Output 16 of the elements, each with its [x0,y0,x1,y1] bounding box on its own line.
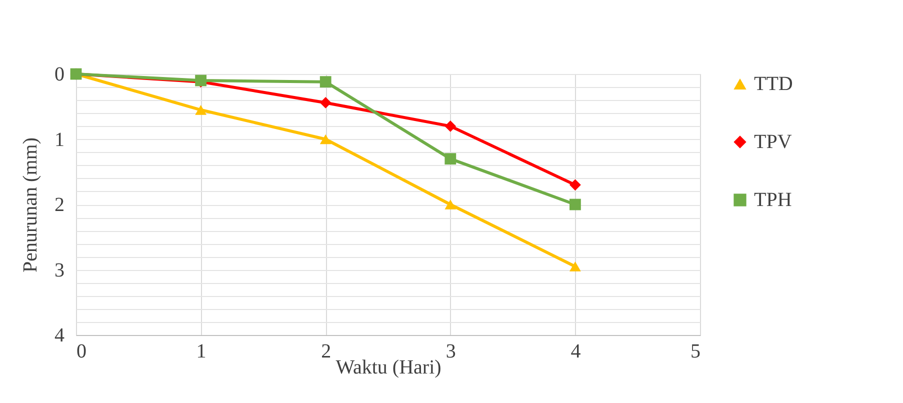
y-tick-label: 0 [54,64,64,86]
x-tick-label: 4 [570,340,581,362]
y-tick-label: 1 [54,128,64,151]
x-tick-label: 5 [690,340,700,362]
legend-label: TPV [754,131,792,153]
x-tick-label: 3 [446,340,456,362]
y-axis-title: Penurunan (mm) [20,138,42,272]
legend-label: TTD [754,73,793,95]
x-axis-title: Waktu (Hari) [336,356,442,378]
y-tick-label: 4 [54,324,64,346]
x-tick-label: 2 [321,340,332,362]
y-tick-label: 2 [54,194,64,216]
y-tick-label: 3 [54,259,64,282]
x-tick-label: 1 [196,340,206,362]
legend-label: TPH [754,189,792,211]
x-tick-label: 0 [76,340,86,362]
